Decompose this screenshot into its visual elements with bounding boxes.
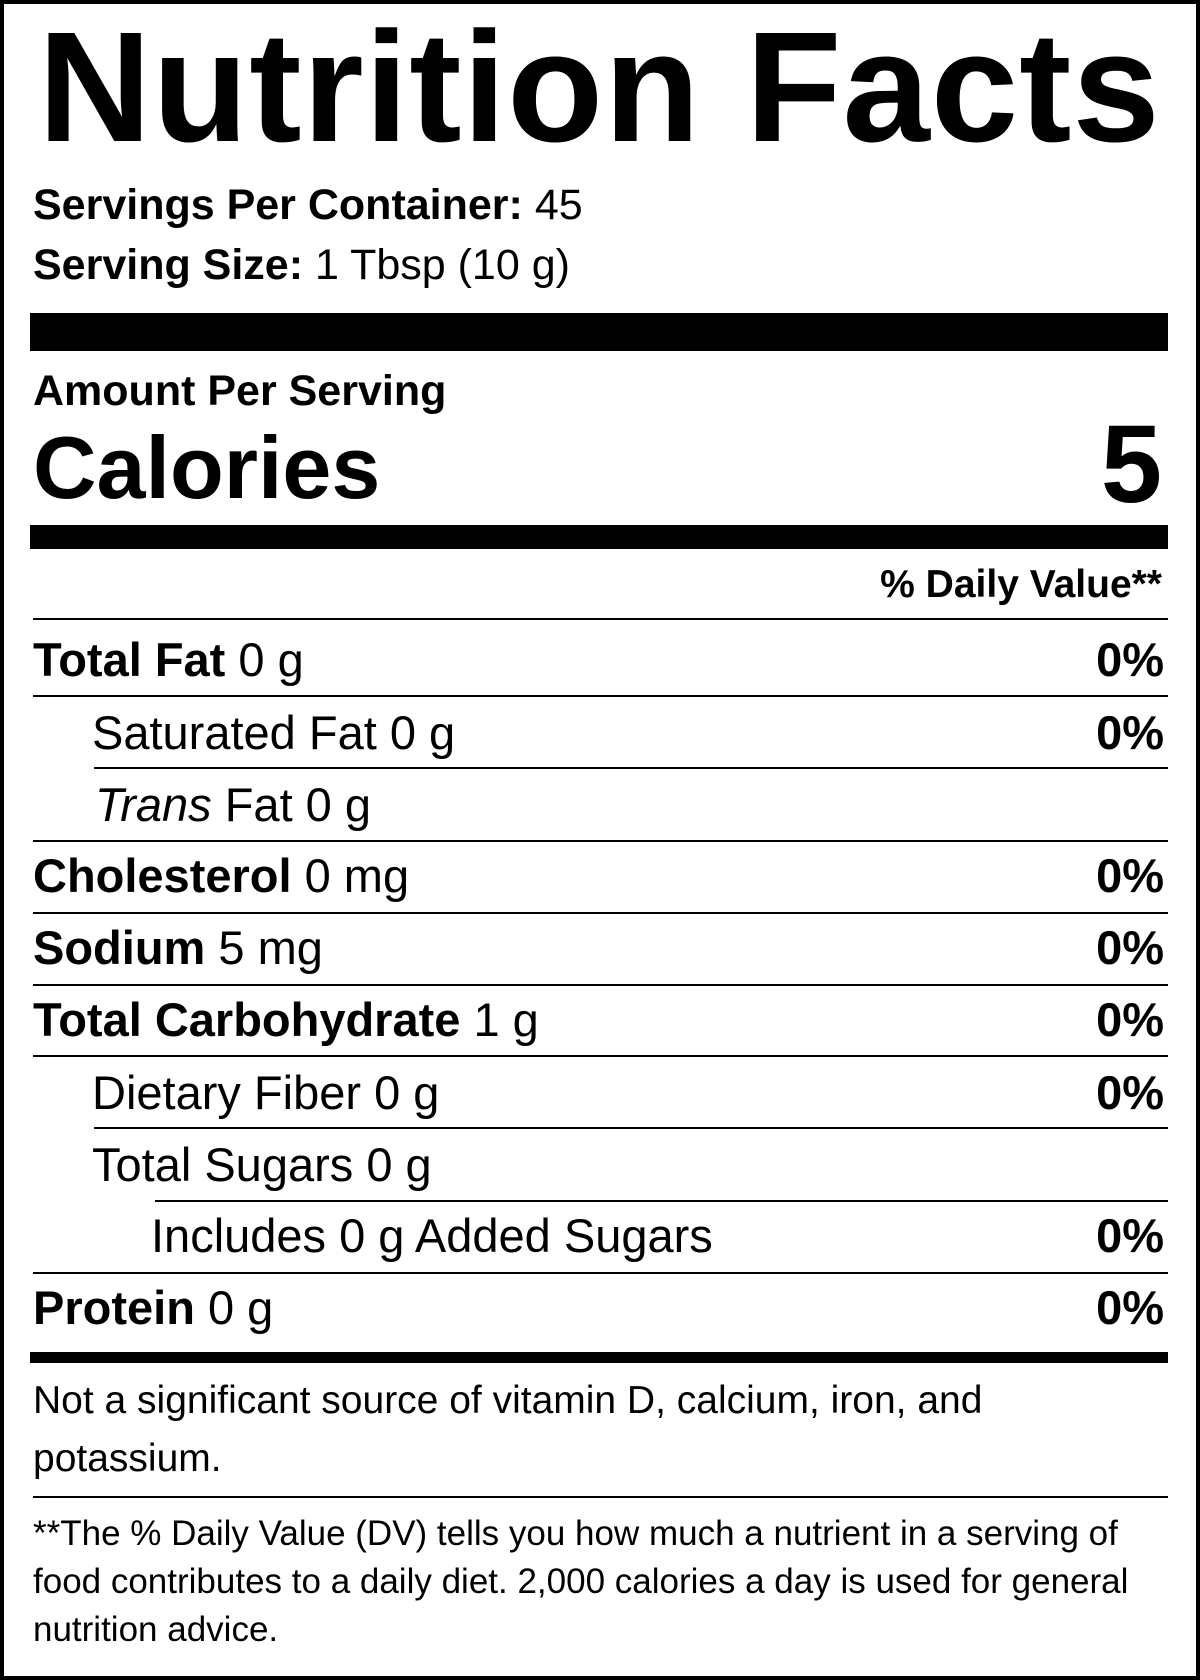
serving-size-value: 1 Tbsp (10 g)	[314, 241, 570, 289]
nutrient-row-total-fat: Total Fat 0 g 0%	[33, 630, 1164, 690]
nutrient-row-saturated-fat: Saturated Fat 0 g 0%	[92, 703, 1164, 763]
nutrient-row-total-sugars: Total Sugars 0 g	[92, 1135, 1164, 1195]
nutrient-amount: 0 mg	[304, 849, 410, 902]
nutrient-name: Trans	[95, 778, 212, 831]
divider	[155, 1200, 1168, 1202]
nutrient-row-sodium: Sodium 5 mg 0%	[33, 918, 1164, 978]
divider	[33, 840, 1168, 842]
nutrient-name: Saturated Fat	[92, 706, 377, 759]
amount-per-serving: Amount Per Serving	[33, 367, 447, 415]
nutrient-dv: 0%	[1096, 993, 1164, 1046]
divider	[33, 695, 1168, 697]
divider	[33, 1272, 1168, 1274]
divider	[33, 1055, 1168, 1057]
nutrient-amount: 0 g	[389, 706, 456, 759]
nutrient-name: Includes 0 g Added Sugars	[151, 1209, 713, 1262]
nutrient-row-total-carbohydrate: Total Carbohydrate 1 g 0%	[33, 990, 1164, 1050]
nutrient-dv: 0%	[1096, 921, 1164, 974]
nutrient-dv: 0%	[1096, 849, 1164, 902]
nutrient-amount: 0 g	[238, 633, 304, 686]
daily-value-footnote: **The % Daily Value (DV) tells you how m…	[33, 1514, 1129, 1649]
nutrient-name: Protein	[33, 1281, 195, 1334]
nutrient-row-cholesterol: Cholesterol 0 mg 0%	[33, 846, 1164, 906]
divider	[33, 1496, 1168, 1498]
calories-label: Calories	[33, 418, 381, 517]
label-title: Nutrition Facts	[38, 0, 1161, 175]
servings-per-container: Servings Per Container: 45	[33, 180, 583, 230]
nutrient-amount: 0 g	[374, 1066, 440, 1119]
nutrient-amount: 1 g	[473, 993, 539, 1046]
nutrient-amount: 0 g	[366, 1138, 432, 1191]
nutrient-name: Total Sugars	[92, 1138, 354, 1191]
nutrient-amount: 0 g	[207, 1281, 274, 1334]
nutrient-name: Dietary Fiber	[92, 1066, 362, 1119]
servings-value: 45	[534, 181, 583, 229]
servings-label: Servings Per Container:	[33, 181, 523, 229]
daily-value-header: % Daily Value**	[880, 563, 1162, 606]
medium-divider	[30, 525, 1168, 549]
nutrient-dv: 0%	[1096, 1066, 1164, 1119]
nutrient-amount: Fat 0 g	[224, 778, 372, 831]
nutrient-row-added-sugars: Includes 0 g Added Sugars 0%	[151, 1206, 1164, 1266]
calories-value: 5	[1100, 403, 1162, 526]
divider	[33, 618, 1168, 620]
serving-size-label: Serving Size:	[33, 241, 304, 289]
not-significant-statement: Not a significant source of vitamin D, c…	[33, 1379, 983, 1480]
nutrient-name: Total Fat	[33, 633, 226, 686]
nutrient-name: Cholesterol	[33, 849, 292, 902]
thick-divider	[30, 1352, 1168, 1363]
nutrient-row-protein: Protein 0 g 0%	[33, 1278, 1164, 1338]
nutrient-dv: 0%	[1096, 1209, 1164, 1262]
thick-divider	[30, 313, 1168, 351]
nutrient-row-dietary-fiber: Dietary Fiber 0 g 0%	[92, 1063, 1164, 1123]
nutrient-row-trans-fat: Trans Fat 0 g	[95, 775, 1164, 835]
serving-size: Serving Size: 1 Tbsp (10 g)	[33, 240, 570, 290]
divider	[94, 1127, 1168, 1129]
divider	[94, 767, 1168, 769]
divider	[33, 984, 1168, 986]
nutrient-dv: 0%	[1096, 1281, 1164, 1334]
divider	[33, 912, 1168, 914]
nutrient-dv: 0%	[1096, 706, 1164, 759]
nutrient-name: Sodium	[33, 921, 206, 974]
nutrient-dv: 0%	[1096, 633, 1164, 686]
nutrient-name: Total Carbohydrate	[33, 993, 461, 1046]
nutrient-amount: 5 mg	[218, 921, 323, 974]
